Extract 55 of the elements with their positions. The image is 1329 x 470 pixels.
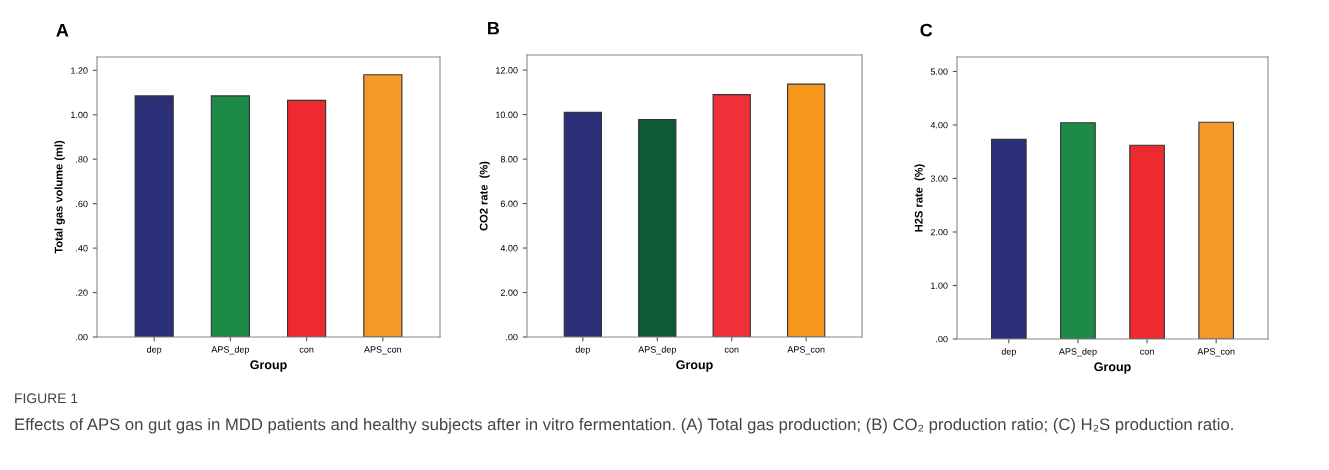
x-tick-label: APS_dep bbox=[1058, 348, 1097, 357]
bar bbox=[991, 138, 1027, 339]
y-tick-label: 2.00 bbox=[500, 289, 518, 296]
x-axis-title: Group bbox=[1094, 362, 1131, 374]
text: Effects of APS on gut gas in MDD patients and healthy subjects after in vitro fermentation. (A) Total gas production; (B) CO₂ production ratio; (C) H₂S production ratio. bbox=[15, 418, 1233, 434]
x-tick-label: con bbox=[299, 347, 314, 353]
y-tick-label: 1.20 bbox=[71, 67, 88, 74]
x-tick-label: dep bbox=[1001, 348, 1016, 357]
bar bbox=[134, 95, 174, 337]
x-tick-label: APS_con bbox=[1197, 348, 1235, 357]
caption: FIGURE 1 bbox=[15, 393, 78, 404]
x-tick-label: APS_con bbox=[364, 346, 402, 355]
x-tick-label: APS_con bbox=[787, 346, 825, 355]
bar bbox=[712, 94, 751, 337]
y-axis-title: H2S rate (%) bbox=[914, 164, 925, 232]
y-tick-label: 1.00 bbox=[71, 111, 88, 119]
x-tick-label: dep bbox=[575, 346, 590, 355]
bar bbox=[638, 118, 677, 337]
bar bbox=[1060, 122, 1096, 339]
bar bbox=[363, 74, 403, 337]
y-axis-title: Total gas volume (ml) bbox=[54, 140, 65, 254]
x-axis-title: Group bbox=[676, 360, 713, 372]
bar bbox=[1129, 144, 1165, 339]
y-tick-label: 3.00 bbox=[930, 175, 948, 182]
x-axis-title: Group bbox=[250, 360, 287, 372]
y-axis-title: CO2 rate (%) bbox=[479, 161, 490, 231]
y-tick-label: 6.00 bbox=[500, 200, 518, 207]
y-tick-label: 5.00 bbox=[930, 68, 948, 75]
chart-title: A bbox=[56, 24, 69, 37]
chart-title: C bbox=[920, 23, 933, 37]
y-tick-label: 4.00 bbox=[500, 245, 518, 252]
y-tick-label: 1.00 bbox=[931, 282, 948, 289]
bar bbox=[287, 99, 327, 337]
y-tick-label: 2.00 bbox=[930, 228, 948, 236]
x-tick-label: dep bbox=[147, 346, 162, 355]
y-tick-label: 4.00 bbox=[930, 121, 948, 129]
y-tick-label: .20 bbox=[76, 289, 88, 296]
x-tick-label: con bbox=[724, 347, 739, 353]
x-tick-label: con bbox=[1140, 349, 1154, 355]
y-tick-label: .00 bbox=[506, 333, 518, 341]
y-tick-label: 10.00 bbox=[496, 111, 518, 118]
y-tick-label: 8.00 bbox=[500, 156, 518, 163]
y-tick-label: .60 bbox=[76, 200, 88, 208]
y-tick-label: .40 bbox=[76, 245, 88, 252]
x-tick-label: APS_dep bbox=[211, 346, 250, 355]
y-tick-label: .00 bbox=[76, 333, 88, 341]
chart-title: B bbox=[488, 21, 500, 35]
bar bbox=[787, 83, 826, 337]
y-tick-label: .00 bbox=[936, 335, 948, 343]
bar bbox=[563, 111, 602, 337]
y-tick-label: .80 bbox=[76, 156, 88, 163]
y-tick-label: 12.00 bbox=[496, 67, 518, 74]
bar bbox=[210, 95, 250, 337]
bar bbox=[1198, 121, 1234, 339]
x-tick-label: APS_dep bbox=[638, 346, 676, 355]
